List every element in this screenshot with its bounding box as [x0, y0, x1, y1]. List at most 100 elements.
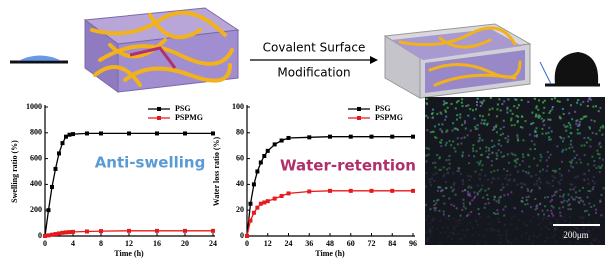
- speckle: [571, 146, 573, 148]
- speckle: [507, 194, 509, 196]
- speckle: [436, 228, 438, 230]
- data-point: [307, 135, 311, 139]
- speckle: [546, 159, 548, 161]
- speckle: [492, 229, 494, 231]
- data-point: [85, 131, 89, 135]
- speckle: [487, 179, 489, 181]
- speckle: [426, 98, 428, 100]
- speckle: [522, 156, 524, 158]
- data-point: [54, 232, 58, 236]
- speckle: [505, 137, 507, 139]
- speckle: [537, 109, 539, 111]
- speckle: [530, 220, 532, 222]
- arrow-label: Covalent Surface: [263, 41, 366, 55]
- speckle: [555, 228, 557, 230]
- speckle: [437, 190, 439, 192]
- speckle: [568, 122, 570, 124]
- speckle: [531, 140, 533, 142]
- speckle: [545, 226, 547, 228]
- speckle: [427, 215, 429, 217]
- speckle: [598, 143, 600, 145]
- data-point: [99, 131, 103, 135]
- y-tick-label: 600: [30, 153, 42, 162]
- speckle: [590, 145, 592, 147]
- speckle: [448, 167, 450, 169]
- speckle: [483, 100, 485, 102]
- y-axis-label: Swelling ratio (%): [10, 140, 19, 203]
- speckle: [547, 132, 549, 134]
- speckle: [560, 201, 562, 203]
- speckle: [447, 236, 449, 238]
- speckle: [492, 129, 494, 131]
- speckle: [474, 118, 476, 120]
- speckle: [566, 125, 568, 127]
- speckle: [488, 188, 490, 190]
- speckle: [452, 141, 454, 143]
- speckle: [463, 205, 465, 207]
- speckle: [569, 241, 571, 243]
- speckle: [428, 154, 430, 156]
- speckle: [472, 150, 474, 152]
- speckle: [482, 197, 484, 199]
- speckle: [543, 119, 545, 121]
- x-tick-label: 20: [181, 239, 189, 248]
- speckle: [485, 242, 487, 244]
- speckle: [453, 147, 455, 149]
- speckle: [430, 231, 432, 233]
- speckle: [496, 131, 498, 133]
- data-point: [85, 229, 89, 233]
- speckle: [506, 170, 508, 172]
- chart: 02040608010001224364860728496Time (h)Wat…: [212, 102, 417, 258]
- speckle: [488, 114, 490, 116]
- speckle: [513, 105, 515, 107]
- gel-block: [85, 8, 238, 92]
- speckle: [431, 178, 433, 180]
- speckle: [472, 234, 474, 236]
- series-line: [247, 137, 413, 236]
- speckle: [472, 148, 474, 150]
- speckle: [522, 154, 524, 156]
- speckle: [432, 116, 434, 118]
- speckle: [593, 176, 595, 178]
- x-tick-label: 96: [409, 239, 417, 248]
- speckle: [562, 206, 564, 208]
- y-tick-label: 40: [236, 179, 244, 188]
- speckle: [453, 228, 455, 230]
- data-point: [273, 142, 277, 146]
- speckle: [556, 221, 558, 223]
- speckle: [476, 150, 478, 152]
- speckle: [427, 240, 429, 242]
- speckle: [436, 154, 438, 156]
- speckle: [458, 223, 460, 225]
- speckle: [445, 131, 447, 133]
- speckle: [542, 133, 544, 135]
- x-tick-label: 16: [153, 239, 161, 248]
- x-tick-label: 24: [209, 239, 217, 248]
- speckle: [557, 100, 559, 102]
- speckle: [561, 151, 563, 153]
- speckle: [431, 113, 433, 115]
- speckle: [465, 105, 467, 107]
- speckle: [490, 231, 492, 233]
- speckle: [462, 105, 464, 107]
- speckle: [588, 170, 590, 172]
- speckle: [527, 190, 529, 192]
- x-tick-label: 12: [264, 239, 272, 248]
- speckle: [602, 159, 604, 161]
- speckle: [446, 168, 448, 170]
- speckle: [460, 143, 462, 145]
- speckle: [539, 203, 541, 205]
- speckle: [574, 157, 576, 159]
- speckle: [507, 135, 509, 137]
- speckle: [456, 207, 458, 209]
- speckle: [453, 217, 455, 219]
- speckle: [595, 212, 597, 214]
- annotation: Anti-swelling: [95, 154, 206, 172]
- legend-label: PSPMG: [375, 113, 403, 122]
- speckle: [599, 129, 601, 131]
- data-point: [47, 208, 51, 212]
- speckle: [447, 172, 449, 174]
- speckle: [455, 221, 457, 223]
- speckle: [469, 193, 471, 195]
- speckle: [534, 130, 536, 132]
